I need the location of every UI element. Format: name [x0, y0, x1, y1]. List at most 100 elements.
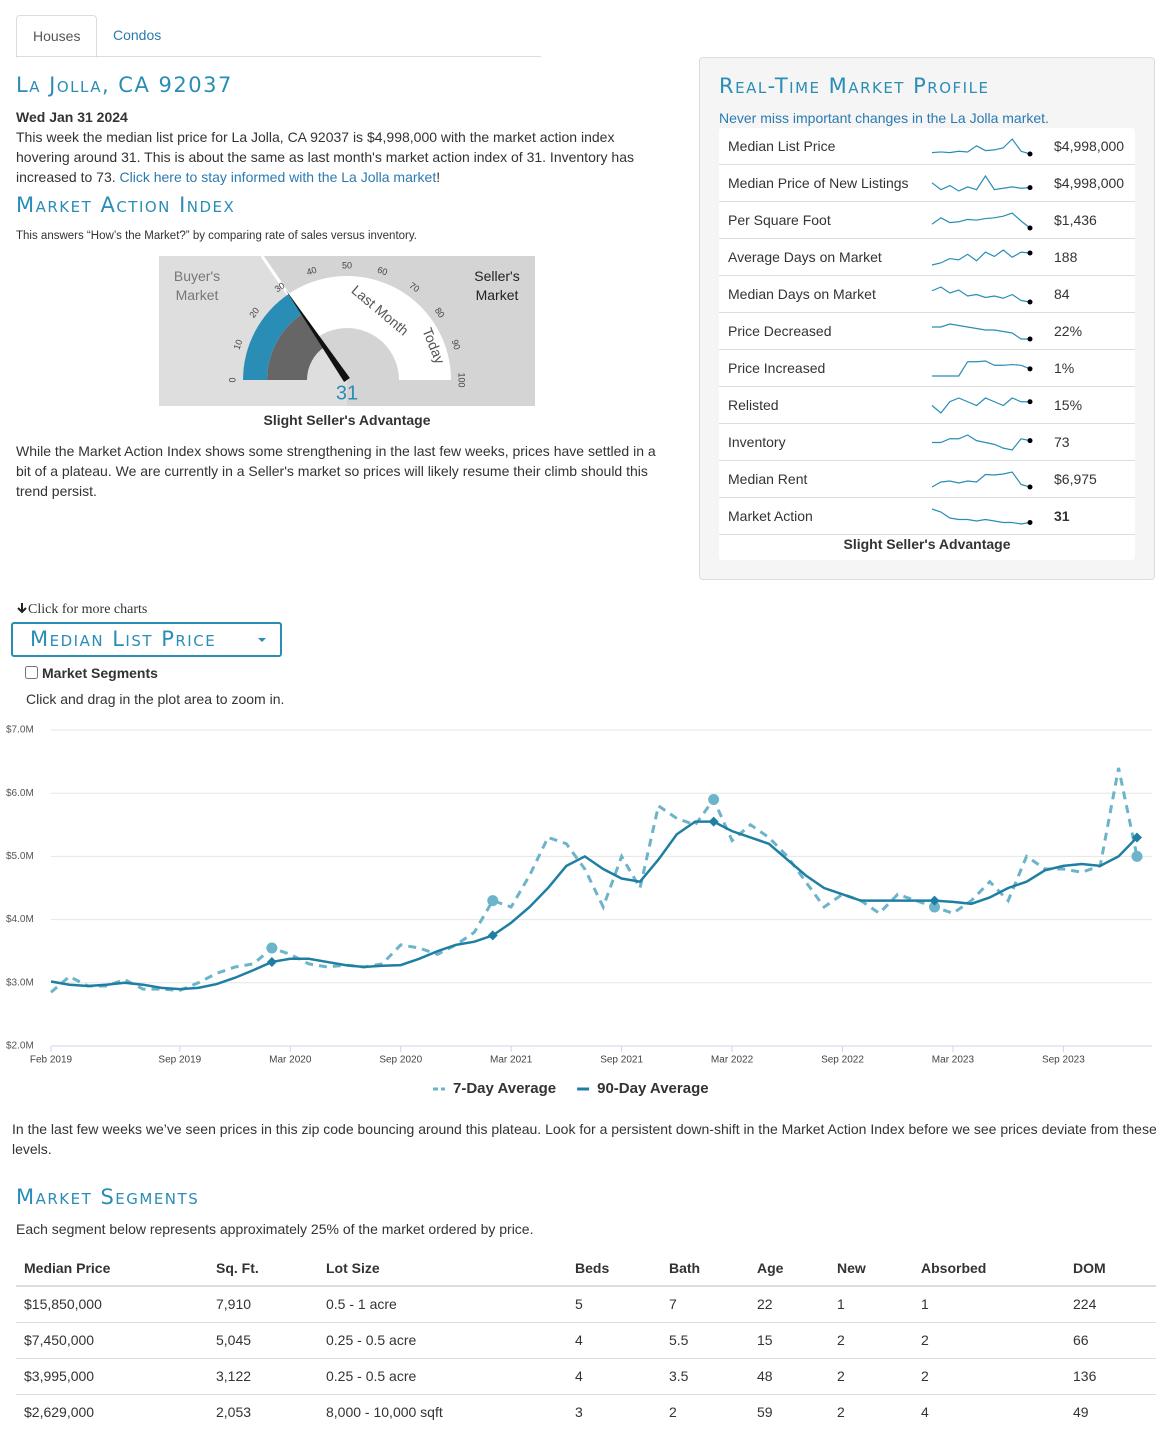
- checkbox-label: Market Segments: [42, 665, 158, 681]
- tab-rule: [16, 56, 541, 57]
- checkbox[interactable]: [25, 666, 38, 679]
- section-title: Market Action Index: [16, 193, 236, 217]
- gauge-tick-label: 0: [227, 377, 237, 382]
- intro-end: !: [436, 169, 441, 185]
- intro-link[interactable]: Click here to stay informed with the La …: [119, 169, 437, 185]
- sparkline: [931, 138, 1033, 157]
- profile-label: Median Days on Market: [728, 286, 876, 302]
- sparkline: [931, 249, 1033, 266]
- table-cell: 0.25 - 0.5 acre: [318, 1357, 567, 1394]
- gauge-tick-label: 60: [376, 265, 389, 278]
- table-cell: 22: [749, 1285, 829, 1322]
- profile-value: 22%: [1054, 323, 1083, 339]
- table-cell: $2,629,000: [16, 1393, 208, 1430]
- profile-value: $4,998,000: [1054, 138, 1125, 154]
- sparkline-line: [931, 471, 1031, 488]
- profile-row: Average Days on Market 188: [719, 239, 1135, 276]
- profile-label: Average Days on Market: [728, 249, 882, 265]
- column-header: New: [829, 1250, 913, 1287]
- table-cell: 2: [829, 1393, 913, 1430]
- table-cell: 5.5: [661, 1321, 749, 1358]
- sparkline-line: [931, 212, 1031, 229]
- table-cell: $7,450,000: [16, 1321, 208, 1358]
- table-row: $7,450,000 5,045 0.25 - 0.5 acre 4 5.5 15 2 2 66: [16, 1321, 1156, 1358]
- sparkline-end: [1027, 299, 1033, 305]
- sparkline-line: [931, 508, 1031, 525]
- column-header: Lot Size: [318, 1250, 567, 1287]
- column-header: Beds: [567, 1250, 661, 1287]
- profile-title: Real-Time Market Profile: [719, 74, 990, 98]
- profile-label: Median List Price: [728, 138, 836, 154]
- profile-value: 188: [1054, 249, 1078, 265]
- page-title: La Jolla, CA 92037: [16, 73, 233, 97]
- x-tick-label: Sep 2023: [1042, 1055, 1085, 1066]
- sparkline: [931, 212, 1033, 231]
- gauge-needle: [285, 289, 350, 382]
- profile-value: 84: [1054, 286, 1070, 302]
- tab[interactable]: Houses: [16, 15, 98, 58]
- y-tick-label: $5.0M: [6, 851, 34, 862]
- sparkline: [931, 508, 1033, 525]
- x-tick-label: Feb 2019: [30, 1055, 73, 1066]
- x-tick-label: Mar 2022: [711, 1055, 754, 1066]
- x-tick-label: Sep 2020: [379, 1055, 422, 1066]
- gauge-last-month: [267, 313, 325, 380]
- line-chart: $2.0M $3.0M $4.0M $5.0M $6.0M $7.0M Feb 2019 Se…: [6, 725, 1152, 1097]
- sparkline-end: [1027, 225, 1033, 231]
- table-cell: $15,850,000: [16, 1285, 208, 1322]
- table-cell: 59: [749, 1393, 829, 1430]
- legend-label: 7-Day Average: [453, 1080, 556, 1097]
- x-tick-label: Sep 2021: [600, 1055, 643, 1066]
- table-cell: 48: [749, 1357, 829, 1394]
- profile-row: Inventory 73: [719, 424, 1135, 461]
- tab[interactable]: Condos: [113, 27, 162, 43]
- column-header: Absorbed: [913, 1250, 1065, 1287]
- sparkline: [931, 174, 1033, 192]
- table-cell: 4: [567, 1357, 661, 1394]
- column-header: Sq. Ft.: [208, 1250, 318, 1287]
- profile-value: $4,998,000: [1054, 175, 1125, 191]
- sparkline: [931, 397, 1033, 414]
- segments-title: Market Segments: [16, 1185, 200, 1209]
- profile-row: Median Rent $6,975: [719, 461, 1135, 498]
- table-cell: 2: [829, 1357, 913, 1394]
- y-tick-label: $3.0M: [6, 977, 34, 988]
- more-charts[interactable]: Click for more charts: [16, 602, 147, 618]
- profile-value: 31: [1054, 508, 1070, 524]
- profile-label: Median Price of New Listings: [728, 175, 909, 191]
- x-tick-label: Sep 2019: [158, 1055, 201, 1066]
- table-cell: 5: [567, 1285, 661, 1322]
- profile-label: Relisted: [728, 397, 779, 413]
- series-line: [50, 820, 1138, 991]
- gauge-tick-label: 30: [273, 280, 287, 294]
- profile-label: Median Rent: [728, 471, 808, 487]
- sparkline: [932, 360, 1033, 377]
- series-marker: [1132, 832, 1142, 843]
- section-subtitle: This answers “How’s the Market?” by comp…: [16, 230, 417, 242]
- chart-selector[interactable]: Median List Price: [11, 622, 282, 657]
- legend-label: 90-Day Average: [597, 1080, 708, 1097]
- sparkline-end: [1027, 250, 1033, 256]
- table-cell: 2,053: [208, 1393, 318, 1430]
- intro: This week the median list price for La J…: [16, 127, 644, 187]
- profile-row: Price Decreased 22%: [719, 313, 1135, 350]
- table-cell: 1: [829, 1285, 913, 1322]
- sparkline-end: [1027, 520, 1033, 525]
- sparkline: [931, 286, 1033, 305]
- table-row: $15,850,000 7,910 0.5 - 1 acre 5 7 22 1 1 224: [16, 1285, 1156, 1322]
- column-header: Median Price: [16, 1250, 208, 1287]
- chart-selector-label: Median List Price: [30, 627, 217, 651]
- caret: [258, 638, 266, 642]
- profile-label: Inventory: [728, 434, 786, 450]
- table-cell: $3,995,000: [16, 1357, 208, 1394]
- table-cell: 2: [913, 1321, 1065, 1358]
- table-cell: 49: [1065, 1393, 1156, 1430]
- series-marker: [708, 794, 720, 806]
- table-cell: 8,000 - 10,000 sqft: [318, 1393, 567, 1430]
- intro-text: This week the median list price for La J…: [16, 129, 634, 185]
- segments-table: Median Price Sq. Ft. Lot Size Beds Bath Age Ne…: [16, 1250, 1156, 1430]
- table-cell: 4: [567, 1321, 661, 1358]
- sparkline-line: [931, 174, 1031, 192]
- gauge-today: [243, 293, 303, 380]
